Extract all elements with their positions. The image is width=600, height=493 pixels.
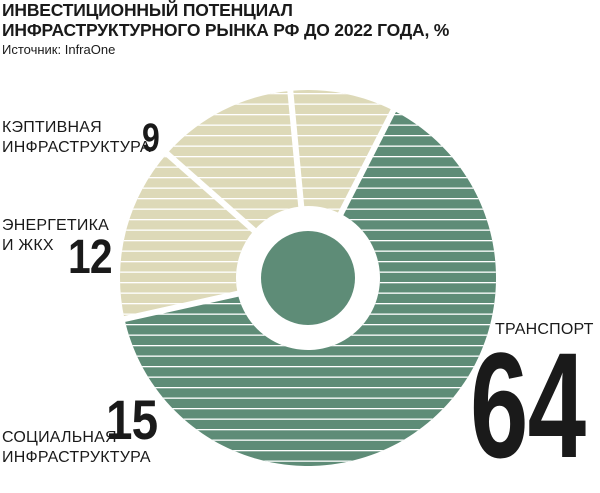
slice-energy [166,90,302,231]
slice-label-transport: ТРАНСПОРТ [495,321,594,338]
slice-captive [290,89,394,214]
slice-transport [124,110,496,466]
slice-value-social: 15 [106,388,158,451]
slice-value-energy: 12 [68,231,113,284]
slice-label-captive: КЭПТИВНАЯ ИНФРАСТРУКТУРА [2,119,151,156]
slice-label-social: СОЦИАЛЬНАЯ ИНФРАСТРУКТУРА [2,429,151,466]
slice-label-energy: ЭНЕРГЕТИКА И ЖКХ [2,217,109,254]
slice-separator [337,105,398,217]
donut-center [261,231,355,325]
chart-source: Источник: InfraOne [2,42,116,57]
slice-separator [119,290,241,323]
slice-value-transport: 64 [470,321,586,489]
slice-value-captive: 9 [142,116,160,160]
slice-social [120,153,254,320]
chart-title: ИНВЕСТИЦИОННЫЙ ПОТЕНЦИАЛ ИНФРАСТРУКТУРНО… [2,0,450,40]
slice-separator [286,86,305,209]
slice-separator [161,148,258,234]
